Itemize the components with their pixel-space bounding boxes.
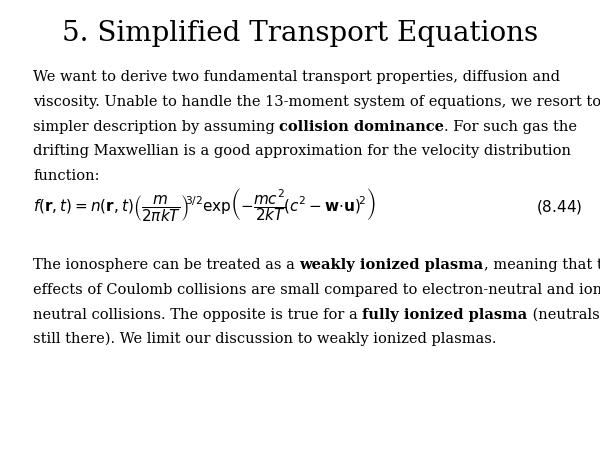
Text: $(8.44)$: $(8.44)$	[536, 198, 582, 216]
Text: . For such gas the: . For such gas the	[445, 120, 577, 134]
Text: still there). We limit our discussion to weakly ionized plasmas.: still there). We limit our discussion to…	[33, 332, 497, 347]
Text: function:: function:	[33, 169, 100, 183]
Text: weakly ionized plasma: weakly ionized plasma	[299, 258, 484, 272]
Text: $f(\mathbf{r},t) = n(\mathbf{r},t)\left(\dfrac{m}{2\pi kT}\right)^{\!\!3/2}\exp\: $f(\mathbf{r},t) = n(\mathbf{r},t)\left(…	[33, 186, 376, 224]
Text: 5. Simplified Transport Equations: 5. Simplified Transport Equations	[62, 20, 538, 47]
Text: simpler description by assuming: simpler description by assuming	[33, 120, 280, 134]
Text: viscosity. Unable to handle the 13-moment system of equations, we resort to a: viscosity. Unable to handle the 13-momen…	[33, 95, 600, 109]
Text: neutral collisions. The opposite is true for a: neutral collisions. The opposite is true…	[33, 308, 362, 322]
Text: We want to derive two fundamental transport properties, diffusion and: We want to derive two fundamental transp…	[33, 70, 560, 84]
Text: drifting Maxwellian is a good approximation for the velocity distribution: drifting Maxwellian is a good approximat…	[33, 144, 571, 158]
Text: The ionosphere can be treated as a: The ionosphere can be treated as a	[33, 258, 299, 272]
Text: effects of Coulomb collisions are small compared to electron-neutral and ion-: effects of Coulomb collisions are small …	[33, 283, 600, 297]
Text: fully ionized plasma: fully ionized plasma	[362, 308, 527, 322]
Text: (neutrals are: (neutrals are	[527, 308, 600, 322]
Text: , meaning that the: , meaning that the	[484, 258, 600, 272]
Text: collision dominance: collision dominance	[280, 120, 445, 134]
